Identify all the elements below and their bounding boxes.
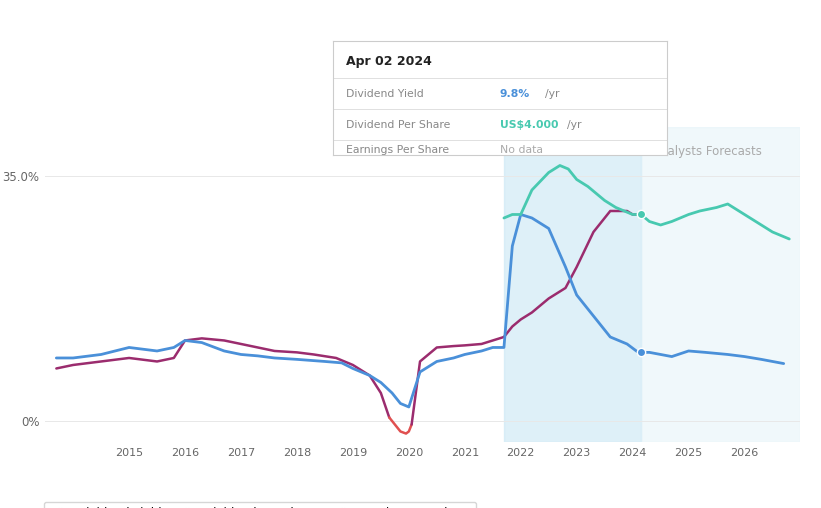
Text: Earnings Per Share: Earnings Per Share bbox=[346, 145, 449, 155]
Text: Apr 02 2024: Apr 02 2024 bbox=[346, 55, 432, 69]
Text: No data: No data bbox=[500, 145, 543, 155]
Text: Analysts Forecasts: Analysts Forecasts bbox=[652, 145, 762, 158]
Bar bbox=[504, 127, 641, 442]
Text: Dividend Yield: Dividend Yield bbox=[346, 89, 424, 99]
Legend: Dividend Yield, Dividend Per Share, Earnings Per Share: Dividend Yield, Dividend Per Share, Earn… bbox=[44, 502, 476, 508]
Text: Dividend Per Share: Dividend Per Share bbox=[346, 120, 450, 130]
Text: Past: Past bbox=[607, 145, 631, 158]
Text: 9.8%: 9.8% bbox=[500, 89, 530, 99]
Text: US$4.000: US$4.000 bbox=[500, 120, 558, 130]
Text: /yr: /yr bbox=[545, 89, 560, 99]
Text: /yr: /yr bbox=[567, 120, 581, 130]
Bar bbox=[641, 127, 800, 442]
